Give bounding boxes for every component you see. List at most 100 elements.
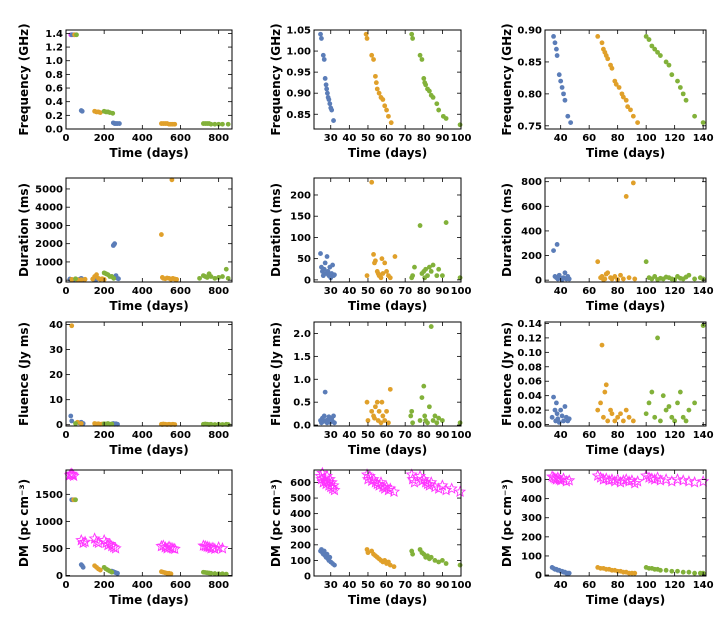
data-point-green [700, 120, 706, 126]
data-point-green [675, 568, 680, 574]
data-point-green [663, 59, 669, 65]
data-point-orange [386, 420, 391, 426]
x-tick-label: 400 [132, 286, 153, 297]
data-point-green [646, 37, 652, 42]
x-tick-label: 140 [693, 133, 714, 144]
x-axis-label: Time (days) [348, 593, 427, 607]
data-point-blue [565, 113, 571, 119]
plot-frame [544, 469, 707, 577]
x-tick-label: 40 [554, 286, 568, 297]
data-point-green [421, 383, 427, 389]
data-point-blue [566, 416, 572, 422]
x-tick-label: 90 [435, 133, 449, 144]
data-point-blue [318, 251, 323, 256]
data-point-green [663, 567, 669, 573]
data-point-orange [97, 567, 103, 573]
data-point-green [680, 91, 686, 97]
plot-frame [544, 29, 707, 130]
y-tick-label: 500 [290, 494, 311, 505]
data-point-orange [601, 414, 606, 420]
data-point-orange [371, 252, 376, 257]
data-point-orange [371, 57, 376, 62]
x-tick-label: 40 [342, 580, 356, 591]
data-point-orange [365, 418, 371, 423]
data-point-orange [605, 270, 611, 276]
x-tick-label: 40 [554, 580, 568, 591]
x-axis-label: Time (days) [109, 443, 188, 457]
data-point-magenta-star [65, 467, 78, 479]
data-point-green [680, 569, 686, 575]
x-tick-label: 600 [170, 286, 191, 297]
data-point-green [643, 33, 649, 39]
data-point-blue [324, 551, 330, 557]
x-tick-label: 0 [63, 133, 70, 144]
data-point-green [428, 554, 434, 560]
data-point-magenta-star [651, 471, 664, 483]
data-point-orange [595, 259, 601, 265]
data-point-orange [369, 408, 375, 414]
data-point-orange [623, 407, 629, 413]
data-point-blue [562, 404, 568, 409]
y-tick-label: 1000 [35, 257, 63, 268]
y-tick-label: 0.04 [517, 391, 542, 402]
data-point-orange [382, 260, 388, 266]
data-point-orange [382, 418, 388, 423]
data-point-orange [380, 271, 386, 276]
data-point-magenta-star [591, 469, 604, 481]
data-point-green [73, 421, 78, 426]
data-point-blue [80, 564, 86, 570]
data-point-orange [635, 120, 641, 126]
data-point-green [434, 420, 440, 426]
data-point-green [212, 571, 218, 576]
data-point-green [439, 418, 445, 423]
y-tick-label: 200 [521, 251, 542, 262]
y-tick-label: 500 [521, 475, 542, 486]
data-point-orange [380, 413, 386, 419]
x-tick-label: 30 [324, 580, 338, 591]
y-tick-label: 50 [297, 254, 311, 265]
data-point-blue [330, 262, 336, 268]
data-point-green [412, 264, 417, 270]
x-tick-label: 60 [380, 286, 394, 297]
x-tick-label: 50 [361, 133, 375, 144]
y-tick-label: 0.6 [45, 84, 63, 95]
data-point-green [683, 418, 689, 424]
data-point-green [655, 49, 660, 55]
data-point-green [425, 273, 430, 279]
data-point-green [109, 421, 115, 427]
data-point-blue [321, 548, 327, 554]
data-point-magenta-star [79, 535, 92, 548]
data-point-magenta-star [66, 468, 79, 481]
data-point-blue [321, 57, 327, 62]
data-point-orange [595, 407, 601, 413]
data-point-orange [620, 276, 626, 282]
y-tick-label: 0.95 [286, 68, 311, 79]
data-point-magenta-star [557, 472, 570, 484]
data-point-orange [364, 273, 370, 279]
data-point-orange [602, 276, 608, 282]
x-tick-label: 70 [398, 430, 412, 441]
data-point-green [410, 420, 416, 426]
data-point-magenta-star [374, 476, 388, 488]
panel-r0-c2: 40 60 80 100 120 140 0.75 0.80 0.85 0.90 Time (day… [500, 23, 714, 160]
data-point-magenta-star [432, 482, 445, 494]
panel-r3-c2: 40 60 80 100 120 140 0 100 200 300 400 500 Time (day… [500, 469, 714, 607]
data-point-blue [115, 421, 120, 427]
data-point-blue [324, 86, 330, 92]
y-tick-label: 0.80 [517, 89, 542, 100]
x-tick-label: 60 [582, 286, 596, 297]
data-point-green [683, 97, 689, 103]
y-tick-label: 3000 [35, 221, 63, 232]
data-point-orange [379, 399, 385, 405]
data-point-green [434, 101, 440, 107]
panel-r1-c0: 0 200 400 600 800 0 1000 2000 3000 4000 5000 Time (… [17, 177, 233, 313]
y-tick-label: 10 [49, 395, 63, 406]
data-point-magenta-star [682, 475, 695, 487]
data-point-green [652, 414, 658, 420]
data-point-green [423, 266, 429, 272]
data-point-orange [168, 571, 174, 577]
x-tick-label: 90 [435, 430, 449, 441]
y-tick-label: 1.5 [293, 352, 311, 363]
data-point-green [660, 393, 666, 399]
